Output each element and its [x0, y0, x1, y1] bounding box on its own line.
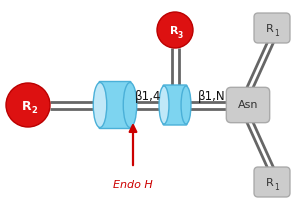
- Circle shape: [157, 12, 193, 48]
- Text: R: R: [22, 100, 32, 113]
- Text: β1,N: β1,N: [198, 89, 226, 103]
- Ellipse shape: [159, 86, 169, 124]
- Text: R: R: [266, 178, 274, 188]
- Text: 1: 1: [274, 28, 279, 37]
- Text: R: R: [266, 24, 274, 34]
- FancyBboxPatch shape: [254, 13, 290, 43]
- Text: β1,4: β1,4: [135, 89, 161, 103]
- Text: 2: 2: [31, 106, 37, 114]
- Circle shape: [6, 83, 50, 127]
- Text: Asn: Asn: [238, 100, 258, 110]
- Ellipse shape: [123, 83, 137, 128]
- FancyBboxPatch shape: [226, 87, 270, 123]
- FancyBboxPatch shape: [254, 167, 290, 197]
- Text: R: R: [170, 26, 178, 36]
- Ellipse shape: [181, 86, 191, 124]
- Ellipse shape: [93, 83, 107, 128]
- FancyBboxPatch shape: [163, 85, 187, 125]
- FancyBboxPatch shape: [99, 82, 131, 128]
- Text: Endo H: Endo H: [113, 180, 153, 190]
- Text: 1: 1: [274, 183, 279, 192]
- Text: 3: 3: [177, 31, 183, 40]
